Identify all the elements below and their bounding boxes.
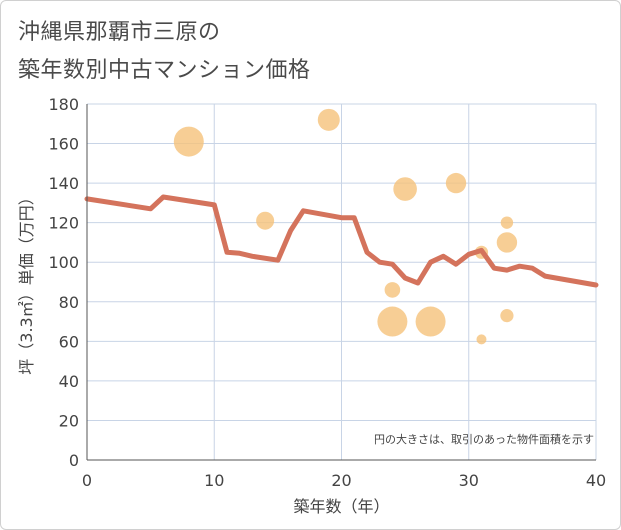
bubble-point [415, 306, 446, 337]
bubble-point [496, 232, 518, 253]
y-tick-label: 100 [48, 253, 79, 272]
bubble-point [500, 216, 514, 229]
y-tick-label: 180 [48, 95, 79, 114]
chart-title-line-2: 築年数別中古マンション価格 [18, 58, 311, 83]
x-tick-label: 30 [459, 471, 479, 490]
tick-labels: 0 20 40 60 80 100 120 140 160 180 0 10 20 30 40 [48, 95, 606, 490]
y-tick-label: 80 [59, 293, 79, 312]
y-tick-label: 60 [59, 332, 79, 351]
x-tick-label: 0 [82, 471, 92, 490]
bubble-point [445, 172, 467, 194]
bubble-point [256, 211, 275, 230]
axes [86, 104, 596, 461]
bubble-point [173, 126, 204, 157]
y-tick-label: 0 [69, 451, 79, 470]
grid-lines [87, 103, 597, 460]
bubble-point [377, 306, 408, 337]
y-tick-label: 160 [48, 135, 79, 154]
y-tick-label: 140 [48, 174, 79, 193]
x-axis-label: 築年数（年） [293, 497, 389, 516]
bubble-point [384, 282, 401, 298]
bubble-point [476, 334, 487, 345]
price-line [84, 194, 599, 288]
bubble-point [500, 309, 514, 323]
y-tick-label: 120 [48, 214, 79, 233]
y-tick-label: 40 [59, 372, 79, 391]
bubble-series [173, 108, 518, 345]
bubble-point [317, 108, 340, 131]
y-tick-label: 20 [59, 411, 79, 430]
bubble-size-note: 円の大きさは、取引のあった物件面積を示す [374, 432, 594, 446]
chart-title-line-1: 沖縄県那覇市三原の [18, 20, 221, 45]
bubble-point [393, 177, 417, 201]
x-tick-label: 10 [204, 471, 224, 490]
x-tick-label: 40 [586, 471, 606, 490]
price-line-series [84, 194, 599, 288]
x-tick-label: 20 [331, 471, 351, 490]
y-axis-label: 坪（3.3㎡）単価（万円） [17, 189, 36, 374]
